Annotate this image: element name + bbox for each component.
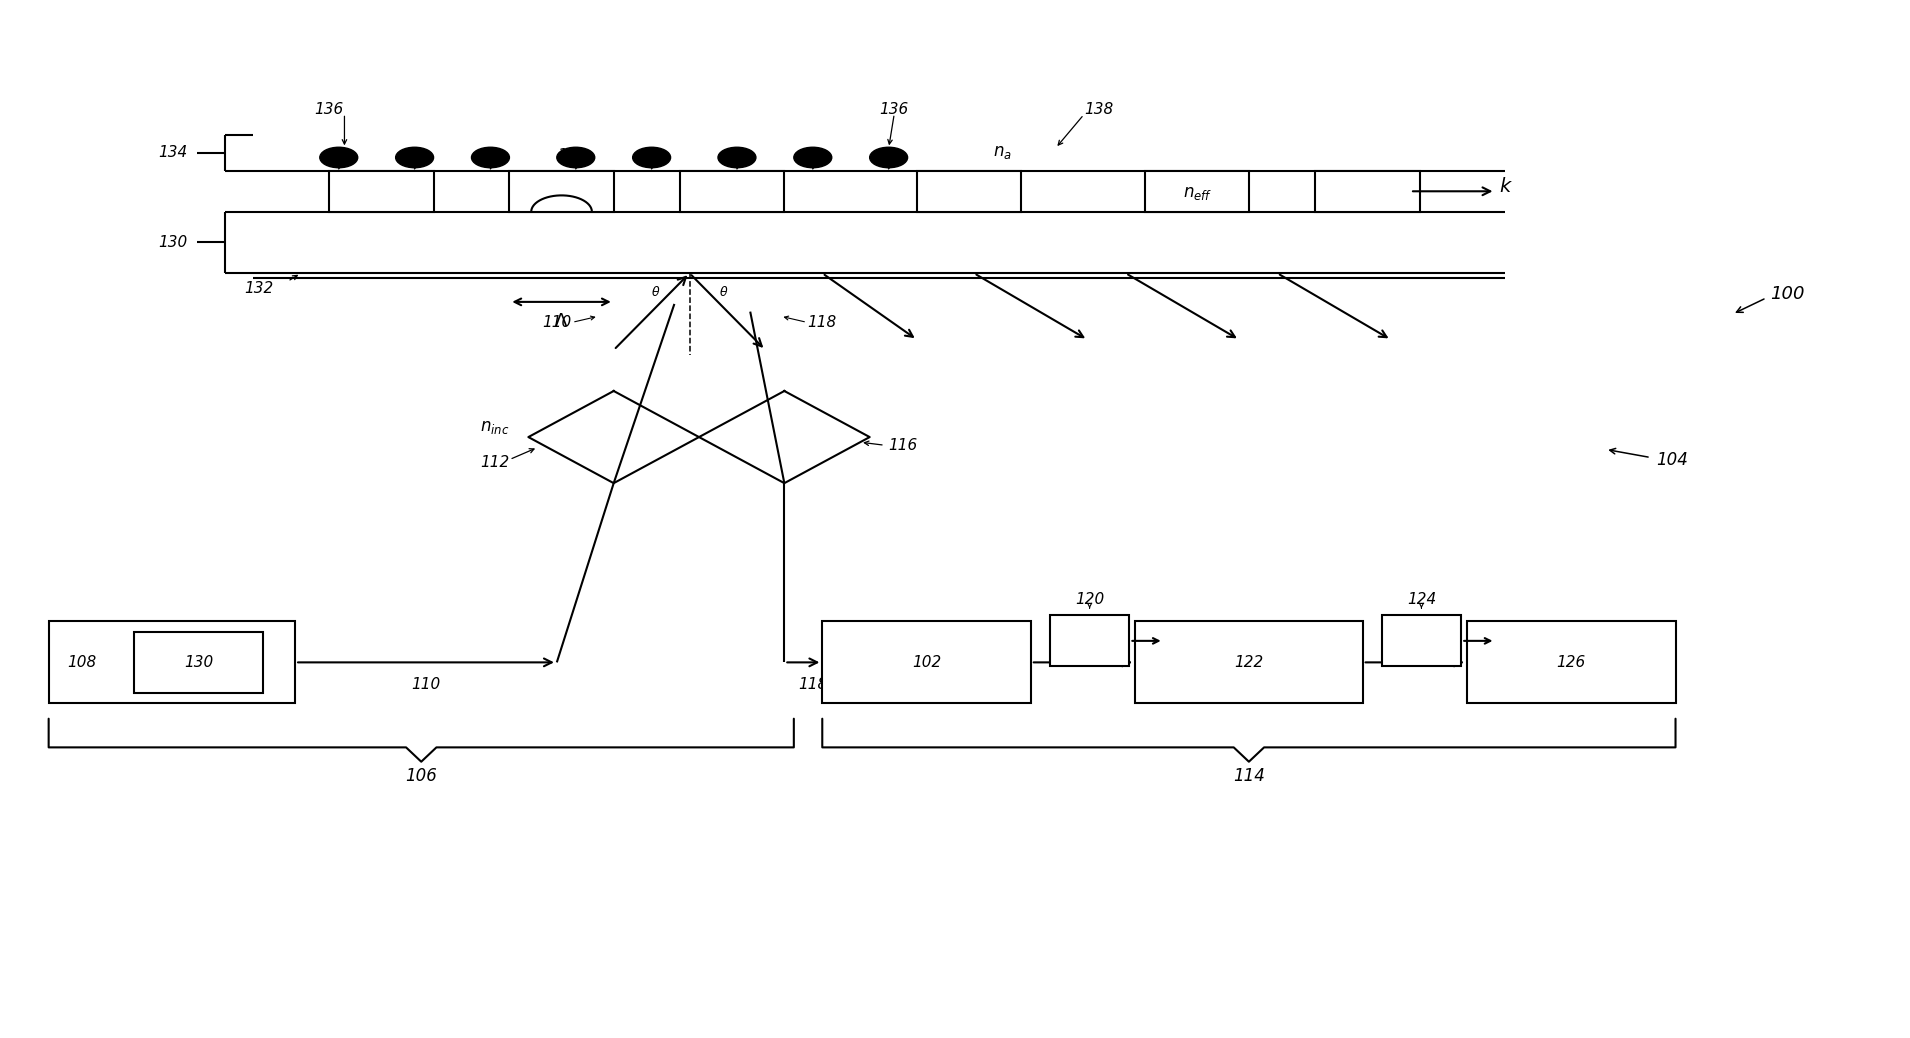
Text: $\theta$: $\theta$ — [718, 284, 728, 299]
Text: 114: 114 — [1234, 767, 1264, 786]
Text: 110: 110 — [411, 677, 441, 691]
Text: $n_a$: $n_a$ — [993, 143, 1012, 161]
Text: 134: 134 — [159, 145, 187, 161]
Circle shape — [395, 147, 434, 168]
Text: $\it{k}$: $\it{k}$ — [1499, 176, 1513, 196]
Circle shape — [795, 147, 831, 168]
Circle shape — [472, 147, 510, 168]
Bar — [1050, 616, 1129, 666]
Text: 102: 102 — [911, 655, 942, 670]
Text: $n_{inc}$: $n_{inc}$ — [479, 418, 510, 436]
Bar — [134, 632, 264, 693]
Text: 100: 100 — [1771, 284, 1805, 303]
Text: 108: 108 — [67, 655, 97, 670]
Bar — [917, 171, 1022, 212]
Text: 120: 120 — [1075, 592, 1104, 607]
Text: $\Lambda$: $\Lambda$ — [554, 312, 569, 330]
Text: 118: 118 — [798, 677, 827, 691]
Text: 136: 136 — [879, 102, 909, 117]
Bar — [1381, 616, 1461, 666]
Text: 128: 128 — [558, 147, 586, 163]
Text: $\theta$: $\theta$ — [651, 284, 661, 299]
Text: 122: 122 — [1234, 655, 1264, 670]
Text: 132: 132 — [244, 281, 273, 297]
Circle shape — [319, 147, 357, 168]
Text: 116: 116 — [888, 438, 919, 453]
Text: 106: 106 — [405, 767, 437, 786]
Bar — [1135, 622, 1362, 704]
Bar — [1316, 171, 1419, 212]
Text: 104: 104 — [1656, 450, 1688, 468]
Bar — [48, 622, 296, 704]
Text: 136: 136 — [313, 102, 344, 117]
Text: 130: 130 — [183, 655, 214, 670]
Text: 138: 138 — [1085, 102, 1114, 117]
Text: 130: 130 — [159, 235, 187, 250]
Bar — [823, 622, 1031, 704]
Text: 124: 124 — [1408, 592, 1436, 607]
Circle shape — [632, 147, 670, 168]
Bar — [1144, 171, 1249, 212]
Bar — [510, 171, 613, 212]
Circle shape — [869, 147, 907, 168]
Text: 110: 110 — [542, 315, 571, 330]
Circle shape — [718, 147, 756, 168]
Text: 118: 118 — [808, 315, 837, 330]
Bar — [680, 171, 785, 212]
Text: 126: 126 — [1557, 655, 1585, 670]
Text: 112: 112 — [479, 456, 510, 470]
Circle shape — [558, 147, 594, 168]
Bar — [1467, 622, 1675, 704]
Bar — [329, 171, 434, 212]
Text: $n_{eff}$: $n_{eff}$ — [1182, 185, 1211, 202]
